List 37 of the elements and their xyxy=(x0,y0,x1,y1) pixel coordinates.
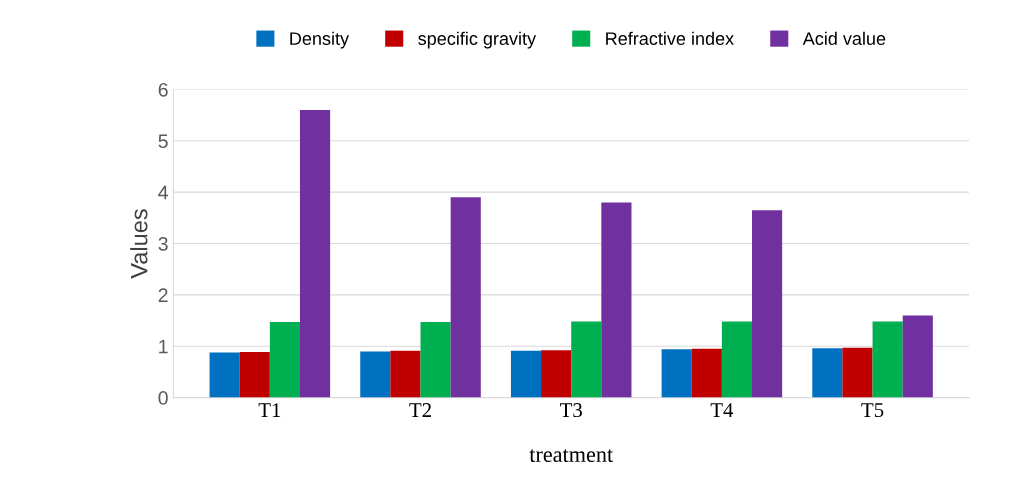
bar xyxy=(691,348,722,398)
legend-label: Acid value xyxy=(802,31,886,45)
bar xyxy=(510,350,542,398)
y-tick-label: 5 xyxy=(158,134,168,149)
bar xyxy=(239,351,270,398)
bar xyxy=(299,110,331,398)
bar xyxy=(209,352,240,398)
y-tick-label: 3 xyxy=(158,237,168,251)
x-tick-label: T3 xyxy=(560,403,582,418)
bar xyxy=(661,349,692,398)
bar xyxy=(752,210,783,398)
bar xyxy=(842,347,873,398)
bar xyxy=(420,322,451,398)
bar xyxy=(390,350,421,398)
y-tick-label: 4 xyxy=(158,185,168,200)
y-tick-label: 2 xyxy=(158,288,168,302)
bar xyxy=(601,202,632,398)
bar xyxy=(902,315,933,398)
x-axis-title: treatment xyxy=(529,449,614,462)
bar xyxy=(269,322,300,398)
bar xyxy=(872,321,903,398)
x-tick-label: T1 xyxy=(258,403,281,417)
legend-label: Density xyxy=(290,31,350,49)
y-tick-label: 6 xyxy=(158,82,168,97)
bar xyxy=(721,321,753,398)
bar xyxy=(450,197,481,398)
legend-label: specific gravity xyxy=(418,31,537,49)
x-tick-label: T2 xyxy=(409,403,431,417)
bar xyxy=(541,350,572,398)
x-tick-label: T5 xyxy=(861,403,884,418)
bar xyxy=(360,351,391,398)
legend-label: Refractive index xyxy=(606,31,734,45)
bar xyxy=(571,321,602,398)
y-tick-label: 1 xyxy=(159,339,168,354)
y-axis-title: Values xyxy=(130,209,148,279)
x-tick-label: T4 xyxy=(710,403,734,417)
y-tick-label: 0 xyxy=(158,391,168,405)
